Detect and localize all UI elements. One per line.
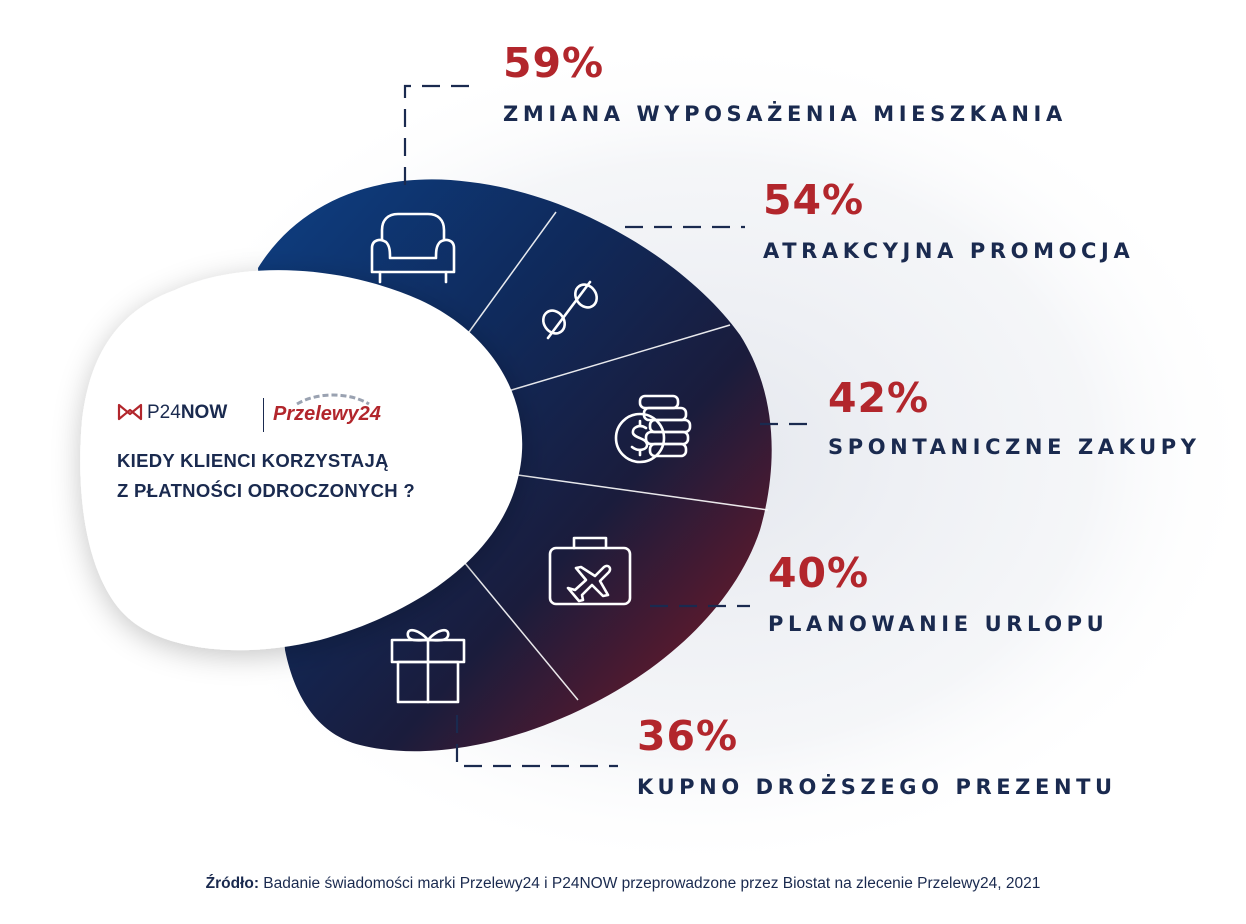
item-home-furnishing: 59% ZMIANA WYPOSAŻENIA MIESZKANIA (503, 40, 1067, 128)
gift-icon (390, 628, 466, 704)
item-value: 54% (763, 176, 865, 224)
separator-3 (481, 469, 769, 511)
p24now-logo: P24NOW (117, 402, 227, 424)
item-value: 40% (768, 549, 870, 597)
coins-icon (614, 394, 692, 464)
item-label: ZMIANA WYPOSAŻENIA MIESZKANIA (503, 102, 1067, 126)
item-value: 59% (503, 39, 605, 87)
armchair-icon (370, 212, 456, 284)
logo-divider (263, 398, 264, 432)
item-vacation: 40% PLANOWANIE URLOPU (768, 550, 1108, 638)
question-line-2: Z PŁATNOŚCI ODROCZONYCH ? (117, 480, 416, 501)
source-note: Źródło: Badanie świadomości marki Przele… (0, 873, 1246, 895)
connector-1 (403, 84, 475, 185)
item-label: SPONTANICZNE ZAKUPY (828, 435, 1201, 459)
item-value: 42% (828, 374, 930, 422)
p24now-prefix: P24 (147, 402, 181, 423)
brand-logos: P24NOW Przelewy24 (117, 393, 417, 432)
travel-suitcase-icon (548, 536, 632, 606)
item-spontaneous: 42% SPONTANICZNE ZAKUPY (828, 375, 1201, 461)
white-blob (80, 270, 523, 651)
przelewy24-logo: Przelewy24 (273, 403, 381, 425)
percent-icon (542, 280, 598, 340)
p24now-suffix: NOW (180, 402, 228, 423)
item-label: KUPNO DROŻSZEGO PREZENTU (637, 775, 1117, 799)
source-text: Badanie świadomości marki Przelewy24 i P… (258, 875, 1041, 892)
p24now-bowtie-icon (117, 403, 143, 421)
separator-4 (449, 544, 579, 701)
diagram-question: KIEDY KLIENCI KORZYSTAJĄ Z PŁATNOŚCI ODR… (117, 446, 517, 506)
item-promotion: 54% ATRAKCYJNA PROMOCJA (763, 177, 1134, 265)
przelewy24-arc-icon (296, 393, 370, 406)
item-value: 36% (637, 712, 739, 760)
separator-2 (477, 324, 731, 401)
question-line-1: KIEDY KLIENCI KORZYSTAJĄ (117, 450, 389, 471)
connector-5 (455, 715, 618, 768)
item-label: PLANOWANIE URLOPU (768, 612, 1109, 636)
item-gift: 36% KUPNO DROŻSZEGO PREZENTU (637, 713, 1117, 801)
source-prefix: Źródło: (205, 875, 259, 892)
item-label: ATRAKCYJNA PROMOCJA (763, 239, 1135, 263)
